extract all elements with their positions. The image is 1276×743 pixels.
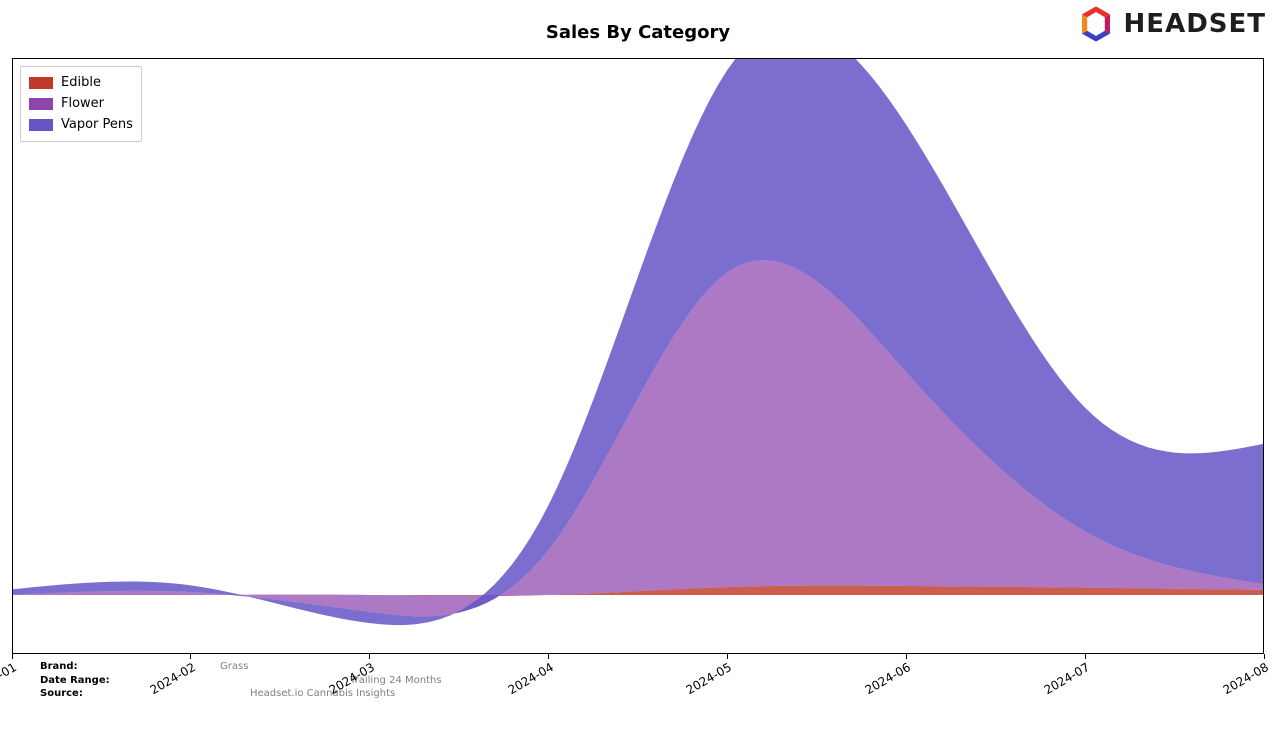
headset-logo-text: HEADSET (1124, 9, 1266, 39)
meta-value: Headset.io Cannabis Insights (250, 687, 395, 701)
x-tick-mark (190, 654, 191, 659)
legend-swatch (29, 77, 53, 89)
headset-logo-icon (1076, 4, 1116, 44)
x-tick-label: 2024-08 (1221, 660, 1271, 697)
meta-row: Brand:Grass (40, 660, 442, 674)
chart-metadata: Brand:GrassDate Range:Trailing 24 Months… (40, 660, 442, 701)
meta-row: Source: Headset.io Cannabis Insights (40, 687, 442, 701)
x-tick-mark (369, 654, 370, 659)
x-tick-label: 2024-07 (1042, 660, 1092, 697)
x-tick-mark (1264, 654, 1265, 659)
legend-item: Flower (29, 94, 133, 115)
x-tick-mark (1085, 654, 1086, 659)
legend-label: Edible (61, 73, 101, 94)
legend-swatch (29, 98, 53, 110)
legend-label: Vapor Pens (61, 115, 133, 136)
x-tick-label: 2024-01 (0, 660, 19, 697)
chart-plot-area (12, 58, 1264, 654)
legend-item: Edible (29, 73, 133, 94)
x-tick-label: 2024-04 (505, 660, 555, 697)
x-tick-mark (548, 654, 549, 659)
meta-label: Source: (40, 687, 200, 701)
meta-value: Grass (220, 660, 248, 674)
headset-logo: HEADSET (1076, 4, 1266, 44)
meta-row: Date Range:Trailing 24 Months (40, 674, 442, 688)
x-tick-label: 2024-06 (863, 660, 913, 697)
legend: EdibleFlowerVapor Pens (20, 66, 142, 142)
x-tick-mark (906, 654, 907, 659)
x-tick-mark (727, 654, 728, 659)
stacked-area-svg (12, 58, 1264, 654)
x-tick-mark (12, 654, 13, 659)
legend-swatch (29, 119, 53, 131)
x-tick-label: 2024-05 (684, 660, 734, 697)
legend-label: Flower (61, 94, 104, 115)
legend-item: Vapor Pens (29, 115, 133, 136)
